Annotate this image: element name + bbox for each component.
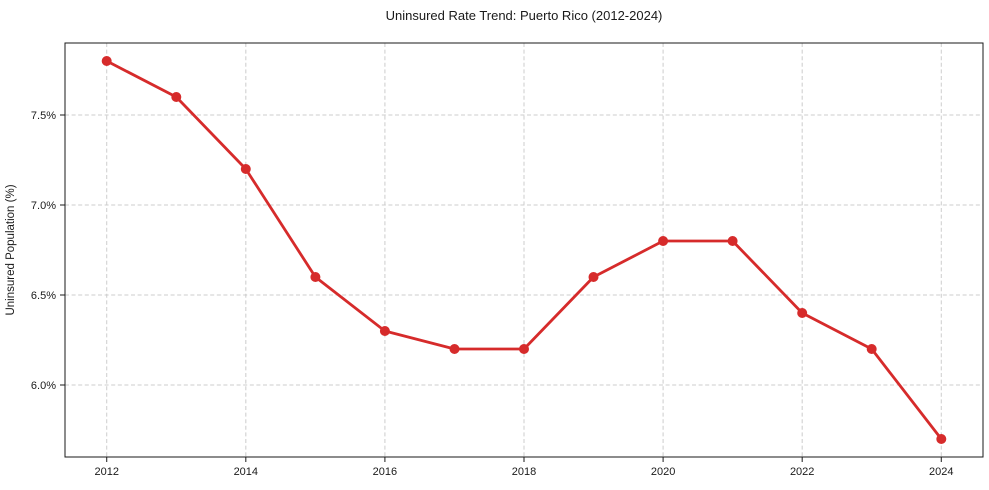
data-point-2023 bbox=[866, 344, 877, 354]
data-point-2017 bbox=[449, 344, 460, 354]
data-point-2021 bbox=[727, 236, 738, 246]
y-axis-label: Uninsured Population (%) bbox=[5, 184, 17, 315]
y-tick-label-7.5: 7.5% bbox=[31, 110, 56, 122]
chart-title: Uninsured Rate Trend: Puerto Rico (2012-… bbox=[386, 8, 663, 23]
x-tick-label-2012: 2012 bbox=[94, 466, 118, 478]
y-tick-label-6: 6.0% bbox=[31, 380, 56, 392]
x-tick-label-2014: 2014 bbox=[234, 466, 258, 478]
y-tick-label-7: 7.0% bbox=[31, 200, 56, 212]
data-point-2016 bbox=[379, 326, 390, 336]
x-tick-label-2024: 2024 bbox=[929, 466, 953, 478]
data-point-2013 bbox=[171, 92, 182, 102]
data-point-2024 bbox=[936, 434, 947, 444]
x-tick-label-2016: 2016 bbox=[373, 466, 397, 478]
data-point-2015 bbox=[310, 272, 321, 282]
x-tick-label-2022: 2022 bbox=[790, 466, 814, 478]
x-tick-label-2020: 2020 bbox=[651, 466, 675, 478]
data-point-2022 bbox=[797, 308, 808, 318]
x-tick-label-2018: 2018 bbox=[512, 466, 536, 478]
data-point-2014 bbox=[240, 164, 251, 174]
y-tick-label-6.5: 6.5% bbox=[31, 290, 56, 302]
plot-area: 2012 2014 2016 2018 2020 2022 2024 6.0% 6.5% 7.0%… bbox=[31, 42, 984, 478]
data-point-2020 bbox=[658, 236, 669, 246]
data-point-2018 bbox=[519, 344, 529, 354]
data-point-2019 bbox=[588, 272, 599, 282]
data-point-2012 bbox=[101, 56, 112, 66]
